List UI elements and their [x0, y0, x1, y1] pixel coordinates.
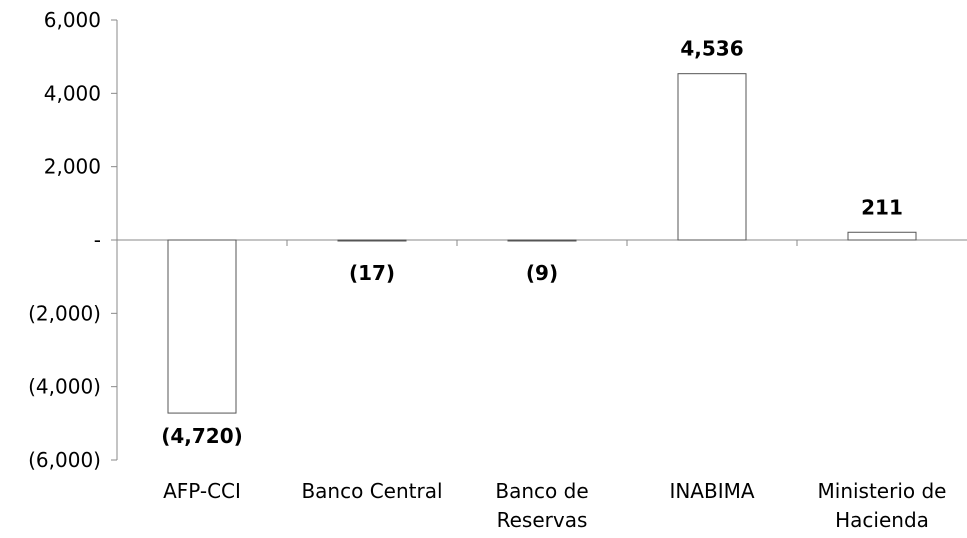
bar — [847, 231, 917, 241]
data-label: (17) — [349, 261, 395, 285]
y-tick-label: (2,000) — [28, 301, 101, 325]
y-tick-label: 6,000 — [44, 8, 101, 32]
y-tick-label: 4,000 — [44, 81, 101, 105]
y-tick-label: - — [94, 228, 101, 252]
bar — [337, 239, 407, 242]
labels: (4,720) AFP-CCI (17) Banco Central (9) Banco … — [161, 37, 946, 532]
y-tick-label: (6,000) — [28, 448, 101, 472]
category-label: Hacienda — [835, 508, 929, 532]
category-label: Banco de — [495, 479, 588, 503]
bars — [167, 73, 917, 414]
category-label: AFP-CCI — [163, 479, 241, 503]
y-tick-label: (4,000) — [28, 375, 101, 399]
bar — [167, 239, 237, 414]
bar — [507, 239, 577, 242]
data-label: (9) — [526, 261, 558, 285]
axes: 6,000 4,000 2,000 - (2,000) (4,000) (6,000) — [28, 8, 967, 472]
category-label: Banco Central — [301, 479, 442, 503]
data-label: 211 — [861, 195, 903, 219]
bar — [677, 73, 747, 241]
data-label: 4,536 — [680, 37, 743, 61]
category-label: INABIMA — [669, 479, 754, 503]
data-label: (4,720) — [161, 424, 243, 448]
category-label: Reservas — [497, 508, 588, 532]
category-label: Ministerio de — [818, 479, 947, 503]
y-tick-label: 2,000 — [44, 155, 101, 179]
